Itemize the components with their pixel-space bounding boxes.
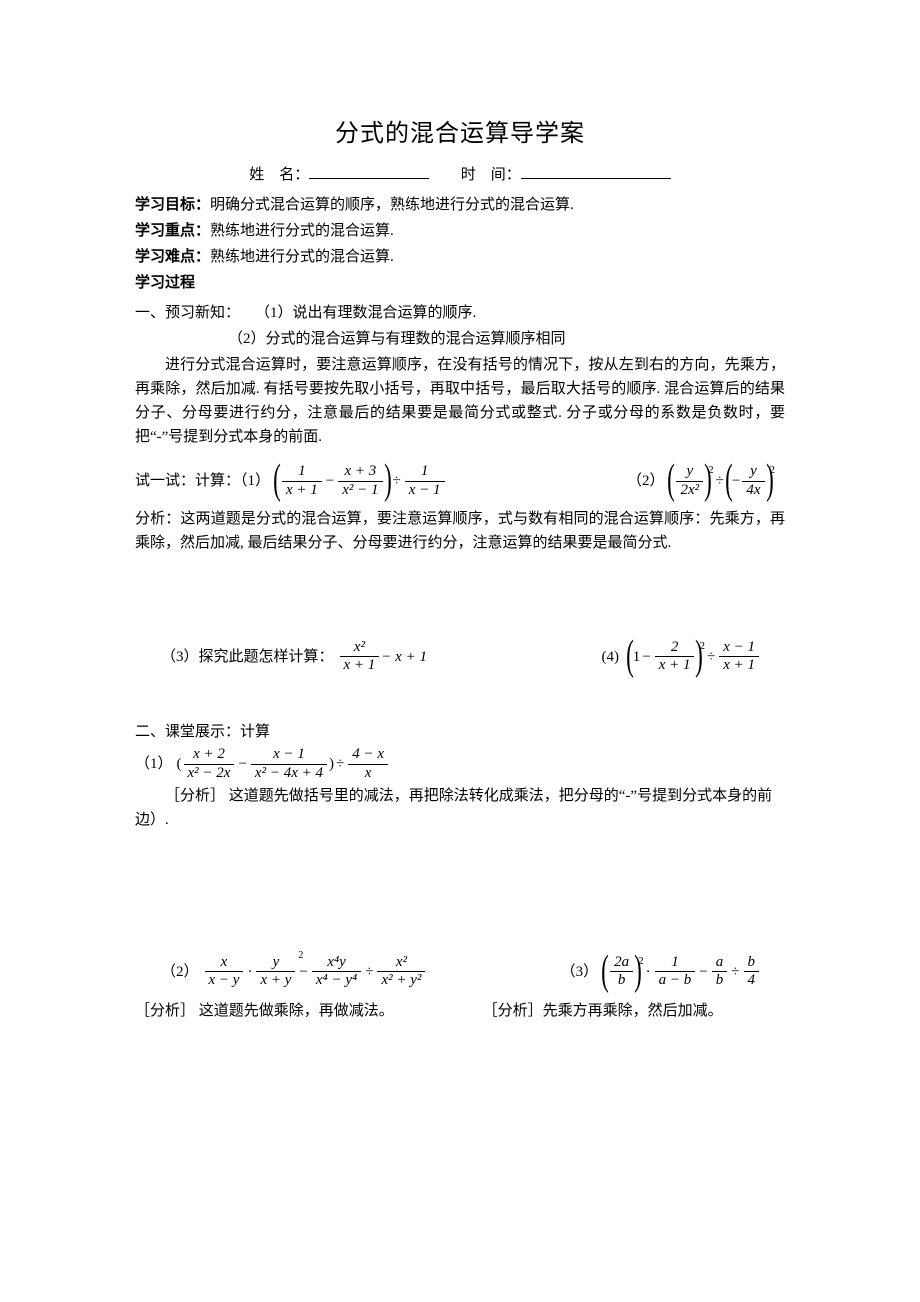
- classroom-heading: 二、课堂展示：计算: [135, 720, 785, 744]
- q1-b-num: x − 1: [251, 746, 327, 764]
- eq3-expr: x²x + 1 − x + 1: [338, 639, 427, 675]
- eq1-t1-den: x + 1: [282, 482, 322, 499]
- time-blank: [521, 163, 671, 179]
- eq3-num: x²: [340, 639, 380, 657]
- explore-label4: (4): [601, 645, 619, 669]
- q2-b-pow: 2: [298, 948, 303, 964]
- q1-expr: ( x + 2x² − 2x − x − 1x² − 4x + 4 ) ÷ 4 …: [177, 746, 390, 782]
- explore-label3: （3）探究此题怎样计算：: [161, 645, 334, 669]
- q1-a-den: x² − 2x: [184, 765, 235, 782]
- eq3-den: x + 1: [340, 657, 380, 674]
- eq1-t2-num: x + 3: [338, 463, 382, 481]
- q3-d-num: b: [744, 954, 760, 972]
- q3-c-num: a: [712, 954, 728, 972]
- q3-c-den: b: [712, 972, 728, 989]
- q1-c-den: x: [348, 765, 388, 782]
- eq4-r-den: x + 1: [719, 657, 759, 674]
- explore-row: （3）探究此题怎样计算： x²x + 1 − x + 1 (4) ( 1− 2x…: [135, 639, 785, 675]
- eq2-b-den: 4x: [742, 482, 764, 499]
- name-label: 姓 名：: [249, 167, 309, 183]
- q3-expr: ( 2ab )2 · 1a − b − ab ÷ b4: [602, 954, 761, 990]
- q2-b-num: y: [256, 954, 295, 972]
- eq1-t1-num: 1: [282, 463, 322, 481]
- classroom-q1: （1） ( x + 2x² − 2x − x − 1x² − 4x + 4 ) …: [135, 746, 785, 782]
- name-blank: [309, 163, 429, 179]
- eq4-expr: ( 1− 2x + 1 )2 ÷ x − 1x + 1: [627, 639, 761, 675]
- q2-b-den: x + y: [256, 972, 295, 989]
- classroom-q2q3: （2） xx − y · yx + y 2 − x⁴yx⁴ − y⁴ ÷ x²x…: [135, 954, 785, 990]
- gap-3: [135, 834, 785, 944]
- time-label: 时 间：: [461, 167, 521, 183]
- tryit-label2: （2）: [627, 469, 665, 493]
- eq2-a-den: 2x²: [676, 482, 703, 499]
- q3-a-num: 2a: [610, 954, 633, 972]
- q2-label: （2）: [161, 960, 199, 984]
- eq2-b-num: y: [742, 463, 764, 481]
- page-title: 分式的混合运算导学案: [135, 115, 785, 153]
- q3-b-num: 1: [655, 954, 696, 972]
- eq1-t3-den: x − 1: [405, 482, 445, 499]
- process-label: 学习过程: [135, 271, 785, 295]
- preview-heading: 一、预习新知： （1）说出有理数混合运算的顺序.: [135, 301, 785, 325]
- focus-text: 熟练地进行分式的混合运算.: [210, 223, 394, 239]
- q2-expr: xx − y · yx + y 2 − x⁴yx⁴ − y⁴ ÷ x²x² + …: [203, 954, 428, 990]
- tryit-analysis: 分析：这两道题是分式的混合运算，要注意运算顺序，式与数有相同的混合运算顺序：先乘…: [135, 507, 785, 555]
- eq4-in-num: 2: [655, 639, 695, 657]
- eq1-expr: ( 1x + 1 − x + 3x² − 1 ) ÷ 1x − 1: [274, 463, 447, 499]
- q2-d-num: x²: [377, 954, 425, 972]
- q2-c-num: x⁴y: [312, 954, 361, 972]
- eq3-tail: − x + 1: [381, 645, 427, 669]
- classroom-q2: （2） xx − y · yx + y 2 − x⁴yx⁴ − y⁴ ÷ x²x…: [135, 954, 427, 990]
- eq4-pow: 2: [699, 638, 705, 656]
- q2-d-den: x² + y²: [377, 972, 425, 989]
- preview-para: 进行分式混合运算时，要注意运算顺序，在没有括号的情况下，按从左到右的方向，先乘方…: [135, 353, 785, 449]
- q1-b-den: x² − 4x + 4: [251, 765, 327, 782]
- q3-label: （3）: [561, 960, 599, 984]
- byline: 姓 名： 时 间：: [135, 163, 785, 187]
- preview-line2: （2）分式的混合运算与有理数的混合运算顺序相同: [135, 327, 785, 351]
- explore-eq3: （3）探究此题怎样计算： x²x + 1 − x + 1: [135, 639, 427, 675]
- q2-a-num: x: [205, 954, 244, 972]
- q3-b-den: a − b: [655, 972, 696, 989]
- classroom-q3: （3） ( 2ab )2 · 1a − b − ab ÷ b4: [561, 954, 785, 990]
- eq4-r-num: x − 1: [719, 639, 759, 657]
- explore-eq4: (4) ( 1− 2x + 1 )2 ÷ x − 1x + 1: [601, 639, 785, 675]
- q1-label: （1）: [135, 752, 173, 776]
- q3-analysis: ［分析］先乘方再乘除，然后加减。: [463, 999, 785, 1023]
- tryit-label: 试一试：计算：（1）: [135, 469, 270, 493]
- eq2-a-num: y: [676, 463, 703, 481]
- goal-row: 学习目标：明确分式混合运算的顺序，熟练地进行分式的混合运算.: [135, 193, 785, 217]
- eq1-t3-num: 1: [405, 463, 445, 481]
- focus-label: 学习重点：: [135, 223, 210, 239]
- goal-label: 学习目标：: [135, 197, 210, 213]
- q2-analysis: ［分析］ 这道题先做乘除，再做减法。: [135, 999, 463, 1023]
- eq1-t2-den: x² − 1: [338, 482, 382, 499]
- q3-a-pow: 2: [638, 953, 644, 971]
- q1-c-num: 4 − x: [348, 746, 388, 764]
- q1-analysis: ［分析］ 这道题先做括号里的减法，再把除法转化成乘法，把分母的“-”号提到分式本…: [135, 784, 785, 832]
- eq2-pow-b: 2: [770, 462, 776, 480]
- q3-d-den: 4: [744, 972, 760, 989]
- q3-a-den: b: [610, 972, 633, 989]
- q2q3-analysis-row: ［分析］ 这道题先做乘除，再做减法。 ［分析］先乘方再乘除，然后加减。: [135, 999, 785, 1023]
- gap-1: [135, 557, 785, 629]
- difficulty-text: 熟练地进行分式的混合运算.: [210, 249, 394, 265]
- tryit-eq1: 试一试：计算：（1） ( 1x + 1 − x + 3x² − 1 ) ÷ 1x…: [135, 463, 447, 499]
- q1-a-num: x + 2: [184, 746, 235, 764]
- tryit-eq2: （2） ( y2x² )2 ÷ ( − y4x )2: [627, 463, 785, 499]
- gap-2: [135, 684, 785, 718]
- page: 分式的混合运算导学案 姓 名： 时 间： 学习目标：明确分式混合运算的顺序，熟练…: [0, 0, 920, 1302]
- difficulty-label: 学习难点：: [135, 249, 210, 265]
- eq4-in-den: x + 1: [655, 657, 695, 674]
- q2-a-den: x − y: [205, 972, 244, 989]
- tryit-row: 试一试：计算：（1） ( 1x + 1 − x + 3x² − 1 ) ÷ 1x…: [135, 463, 785, 499]
- eq2-pow-a: 2: [708, 462, 714, 480]
- eq2-expr: ( y2x² )2 ÷ ( − y4x )2: [668, 463, 775, 499]
- q2-c-den: x⁴ − y⁴: [312, 972, 361, 989]
- goal-text: 明确分式混合运算的顺序，熟练地进行分式的混合运算.: [210, 197, 574, 213]
- difficulty-row: 学习难点：熟练地进行分式的混合运算.: [135, 245, 785, 269]
- focus-row: 学习重点：熟练地进行分式的混合运算.: [135, 219, 785, 243]
